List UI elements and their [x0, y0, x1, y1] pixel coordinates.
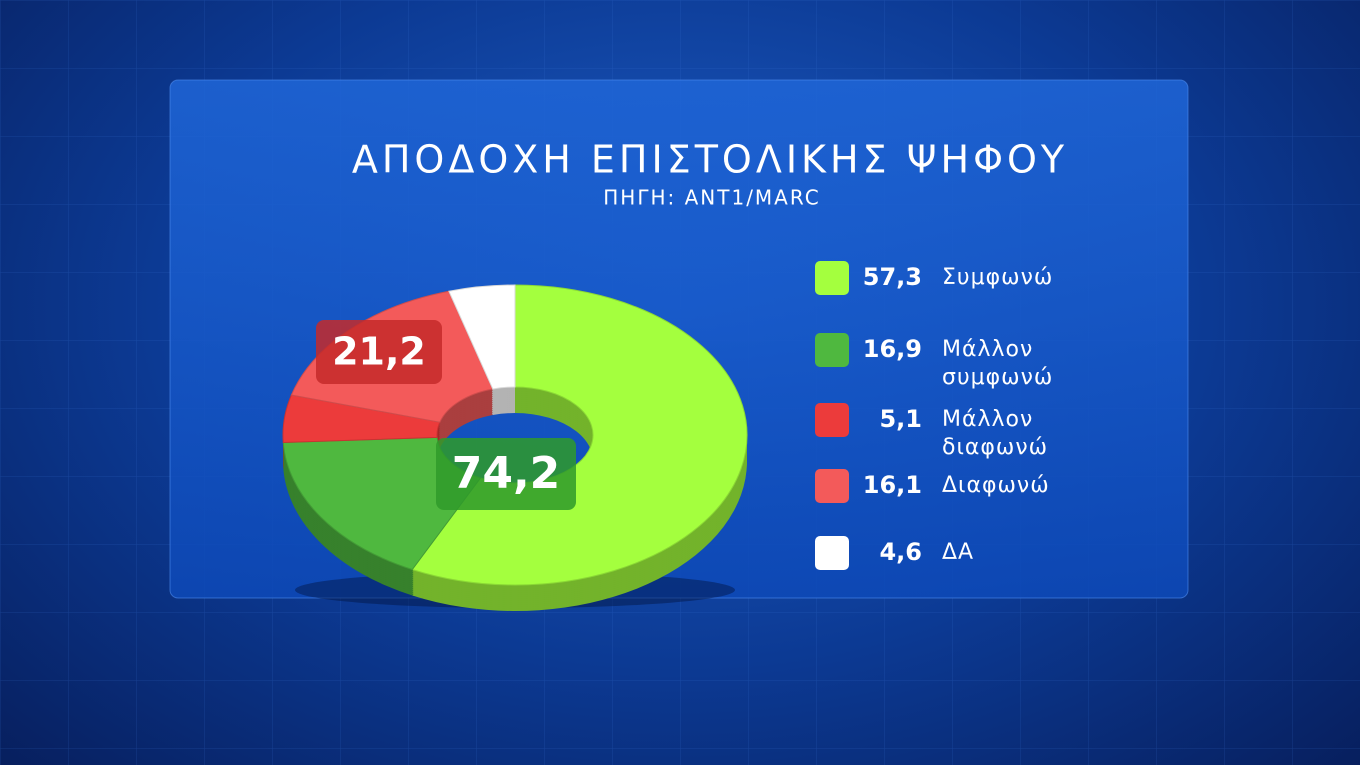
slice: [448, 284, 516, 390]
chart-title: ΑΠΟΔΟΧΗ ΕΠΙΣΤΟΛΙΚΗΣ ΨΗΦΟΥ: [352, 138, 1068, 182]
donut: [282, 284, 748, 611]
legend-label: Μάλλον διαφωνώ: [942, 407, 1049, 460]
legend-swatch: [815, 403, 849, 437]
annotation-label: 21,2: [332, 330, 426, 374]
annotation-box: [436, 438, 576, 510]
chart-subtitle: ΠΗΓΗ: ANT1/MARC: [603, 186, 820, 210]
legend-value: 5,1: [879, 405, 922, 433]
legend-swatch: [815, 469, 849, 503]
legend-value: 16,9: [862, 335, 922, 363]
legend-value: 4,6: [879, 538, 922, 566]
annotations: 74,2 21,2: [316, 320, 576, 510]
legend-value: 57,3: [862, 263, 922, 291]
legend-label: ΔΑ: [942, 540, 975, 565]
annotation-label: 74,2: [452, 448, 561, 499]
legend-value: 16,1: [862, 471, 922, 499]
annotation-box: [316, 320, 442, 384]
legend-label: Συμφωνώ: [942, 265, 1054, 290]
legend-label: Διαφωνώ: [942, 473, 1050, 498]
legend-swatch: [815, 333, 849, 367]
legend-swatch: [815, 536, 849, 570]
legend-label: Μάλλον συμφωνώ: [942, 337, 1054, 390]
legend-swatch: [815, 261, 849, 295]
